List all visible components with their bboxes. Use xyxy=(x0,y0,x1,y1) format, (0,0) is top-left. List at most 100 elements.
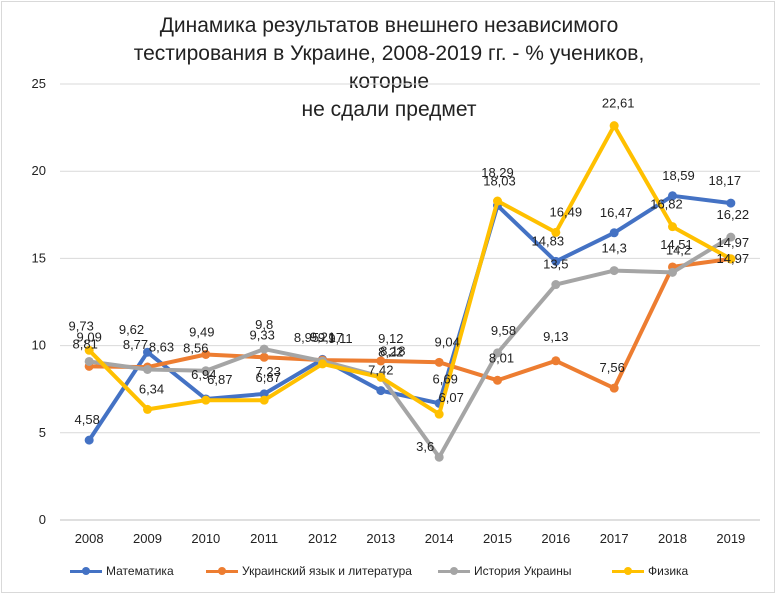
series-line xyxy=(87,123,733,417)
data-point xyxy=(493,196,502,206)
data-point xyxy=(726,232,736,242)
legend-label: Математика xyxy=(106,564,174,578)
data-label: 9,12 xyxy=(378,331,403,346)
data-point xyxy=(259,389,269,399)
data-label: 6,87 xyxy=(256,370,281,385)
data-label: 14,3 xyxy=(602,241,627,256)
data-point xyxy=(434,452,444,462)
data-label: 9,62 xyxy=(119,322,144,337)
data-point xyxy=(493,348,502,358)
data-point xyxy=(84,435,94,445)
y-tick-label: 25 xyxy=(32,76,46,91)
data-label: 16,82 xyxy=(650,197,683,212)
data-label: 4,58 xyxy=(75,412,100,427)
x-tick-label: 2018 xyxy=(658,531,687,546)
data-point xyxy=(201,349,211,359)
data-point xyxy=(668,222,677,232)
data-point xyxy=(726,198,736,208)
data-label: 9,11 xyxy=(328,331,352,346)
data-point xyxy=(609,266,619,276)
data-label: 9,09 xyxy=(77,329,102,344)
data-point xyxy=(84,345,94,355)
data-point xyxy=(668,191,677,201)
data-label: 8,95 xyxy=(294,330,319,345)
data-label: 7,56 xyxy=(600,360,625,375)
data-label: 9,21 xyxy=(310,329,335,344)
data-label: 3,6 xyxy=(416,439,434,454)
data-label: 16,47 xyxy=(600,205,633,220)
data-label: 14,97 xyxy=(717,251,750,266)
y-tick-label: 5 xyxy=(39,425,46,440)
chart-title: Динамика результатов внешнего независимо… xyxy=(133,14,645,121)
data-label: 6,07 xyxy=(439,390,464,405)
data-label: 13,5 xyxy=(543,257,568,272)
data-point xyxy=(609,121,619,131)
data-point xyxy=(143,404,152,414)
legend-item: Украинский язык и литература xyxy=(206,560,412,582)
legend-swatch xyxy=(70,565,102,577)
data-point xyxy=(551,256,561,266)
data-label: 9,58 xyxy=(491,323,516,338)
x-tick-label: 2009 xyxy=(133,531,162,546)
legend-label: История Украины xyxy=(474,564,572,578)
data-point xyxy=(201,366,211,376)
data-label: 8,01 xyxy=(489,350,514,365)
series-line xyxy=(87,235,733,460)
data-label: 9,04 xyxy=(435,334,460,349)
legend-label: Физика xyxy=(648,564,689,578)
data-label: 14,97 xyxy=(717,235,750,250)
data-label: 14,83 xyxy=(532,233,565,248)
x-tick-label: 2013 xyxy=(366,531,395,546)
data-point xyxy=(668,267,677,277)
data-label: 9,17 xyxy=(318,330,343,345)
x-tick-label: 2015 xyxy=(483,531,512,546)
data-point xyxy=(259,395,269,405)
data-label: 9,33 xyxy=(250,327,275,342)
data-label: 16,49 xyxy=(550,204,583,219)
x-tick-label: 2019 xyxy=(716,531,745,546)
data-point xyxy=(434,409,444,419)
data-label: 8,63 xyxy=(149,339,174,354)
x-tick-label: 2014 xyxy=(425,531,454,546)
data-label: 9,49 xyxy=(189,324,214,339)
data-label: 18,03 xyxy=(483,174,516,189)
chart-legend: Математика Украинский язык и литература Ис… xyxy=(0,560,778,582)
data-point xyxy=(376,386,386,396)
data-label: 14,51 xyxy=(660,237,693,252)
data-label: 18,29 xyxy=(481,165,514,180)
y-tick-label: 15 xyxy=(32,250,46,265)
legend-item: История Украины xyxy=(438,560,572,582)
data-label: 9,8 xyxy=(255,317,273,332)
data-point xyxy=(259,352,269,362)
data-point xyxy=(434,357,444,367)
series-line xyxy=(87,256,733,391)
data-label: 6,87 xyxy=(207,372,232,387)
data-point xyxy=(259,344,269,354)
data-point xyxy=(318,359,327,369)
data-label: 14,2 xyxy=(666,242,691,257)
x-tick-label: 2011 xyxy=(250,531,278,546)
data-point xyxy=(493,375,502,385)
data-point xyxy=(143,364,152,374)
data-label: 6,69 xyxy=(433,371,458,386)
data-label: 9,13 xyxy=(543,329,568,344)
data-label: 9,73 xyxy=(69,318,94,333)
x-tick-label: 2017 xyxy=(600,531,629,546)
data-label: 8,56 xyxy=(183,341,208,356)
data-point xyxy=(551,356,561,366)
data-point xyxy=(84,356,94,366)
data-label: 6,34 xyxy=(139,381,164,396)
legend-item: Физика xyxy=(612,560,688,582)
data-label: 8,77 xyxy=(123,337,148,352)
data-label: 8,22 xyxy=(378,345,403,360)
data-label: 18,59 xyxy=(662,168,695,183)
data-point xyxy=(609,383,619,393)
data-label: 16,22 xyxy=(717,207,750,222)
data-label: 8,18 xyxy=(380,343,405,358)
data-label: 22,61 xyxy=(602,96,635,111)
data-label: 7,42 xyxy=(368,363,393,378)
data-label: 8,81 xyxy=(73,336,98,351)
x-tick-label: 2008 xyxy=(75,531,104,546)
